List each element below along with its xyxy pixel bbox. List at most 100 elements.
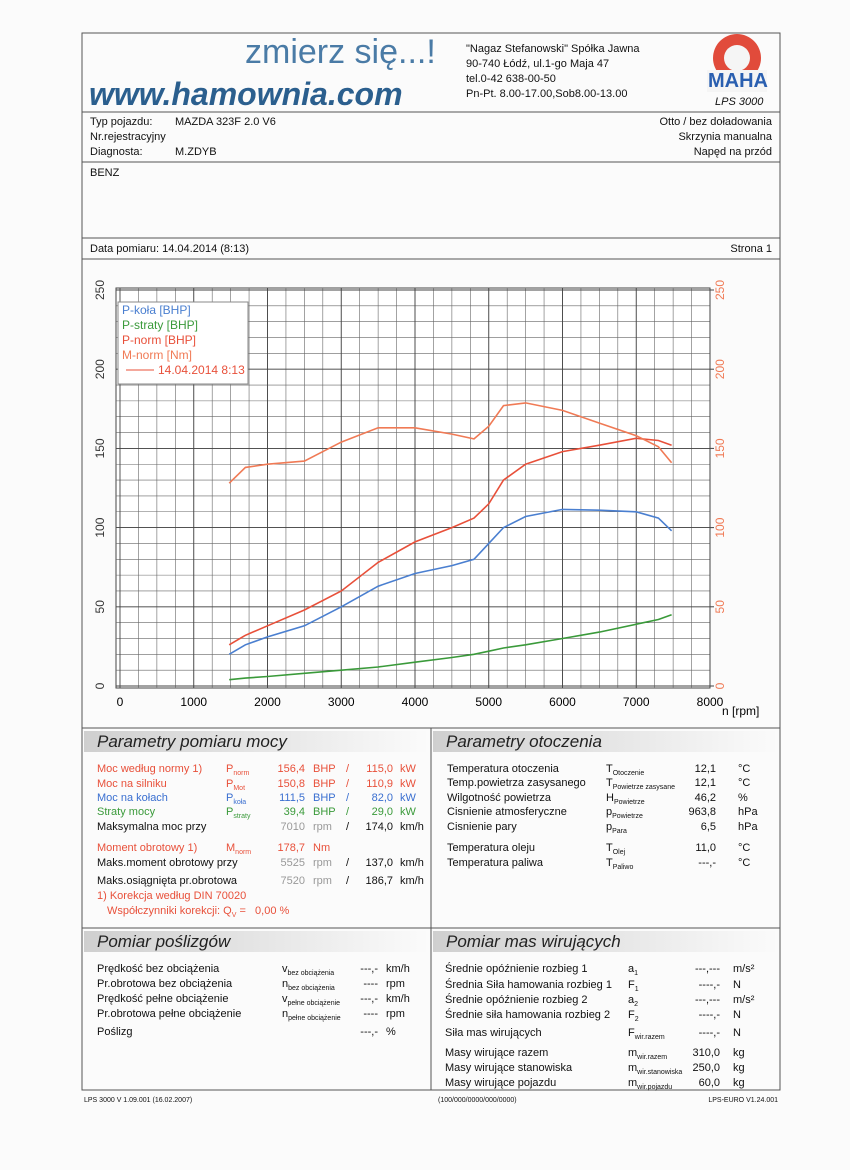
cell-unit: °C [738, 763, 751, 775]
symbol-main: F [628, 1027, 635, 1039]
symbol: a2 [628, 994, 638, 1008]
series-line [228, 402, 673, 484]
cell-u1: rpm [313, 821, 332, 833]
cell-unit: km/h [386, 993, 410, 1005]
cell-u2: km/h [400, 875, 424, 887]
cell-unit: % [738, 792, 748, 804]
symbol-main: m [628, 1062, 638, 1074]
symbol-main: v [282, 963, 288, 975]
symbol-main: p [606, 806, 613, 818]
symbol-sub: wir.pojazdu [637, 1084, 673, 1091]
cell-label: Prędkość pełne obciążenie [97, 993, 229, 1005]
cell-value: ----,- [698, 1027, 720, 1039]
symbol: TPaliwo [606, 857, 633, 871]
cell-unit: N [733, 1009, 741, 1021]
field-value: M.ZDYB [175, 146, 217, 158]
cell-label: Moc na kołach [97, 792, 168, 804]
cell-u1: rpm [313, 875, 332, 887]
cell-label: Moment obrotowy 1) [97, 842, 198, 854]
symbol-sub: 1 [634, 986, 639, 993]
symbol: pPara [606, 821, 627, 835]
cell-u2: kW [400, 763, 416, 775]
symbol-sub: Mot [233, 785, 246, 792]
y2-tick-label: 0 [713, 682, 727, 689]
legend-entry: P-norm [BHP] [122, 333, 196, 347]
footnote-text: Współczynniki korekcji: Q [107, 905, 232, 917]
cell-v1: 178,7 [277, 842, 305, 854]
legend-note: 14.04.2014 8:13 [158, 363, 245, 377]
footer: LPS-EURO V1.24.001 [708, 1097, 778, 1104]
cell-unit: °C [738, 842, 751, 854]
cell-unit: hPa [738, 806, 758, 818]
legend-entry: M-norm [Nm] [122, 348, 192, 362]
cell-label: Moc na silniku [97, 778, 167, 790]
cell-value: ----,- [698, 1009, 720, 1021]
cell-unit: rpm [386, 1008, 405, 1020]
symbol: Pstraty [226, 806, 250, 820]
symbol: F1 [628, 979, 639, 993]
page-number: Strona 1 [730, 243, 772, 255]
legend-entry: P-koła [BHP] [122, 303, 191, 317]
symbol: Fwir.razem [628, 1027, 665, 1041]
field-label: Nr.rejestracyjny [90, 131, 166, 143]
y2-tick-label: 100 [713, 517, 727, 537]
cell-u2: km/h [400, 821, 424, 833]
cell-v2: 115,0 [366, 763, 393, 775]
cell-v1: 7520 [280, 875, 305, 887]
cell-value: 6,5 [700, 821, 716, 833]
symbol-sub: bez obciążenia [287, 970, 335, 977]
chart: 0 1000 2000 3000 4000 5000 6000 7000 80000501001… [93, 280, 759, 718]
cell-unit: kg [733, 1047, 745, 1059]
website: www.hamownia.com [89, 76, 403, 112]
x-tick-label: 8000 [697, 695, 724, 709]
cell-sep: / [346, 875, 350, 887]
y-tick-label: 50 [93, 600, 107, 614]
symbol-main: a [628, 994, 635, 1006]
cell-unit: % [386, 1026, 396, 1038]
footer: (100/000/0000/000/0000) [438, 1097, 517, 1104]
symbol-sub: Otoczenie [612, 770, 645, 777]
symbol-main: P [226, 806, 234, 818]
cell-v1: 156,4 [277, 763, 305, 775]
symbol: a1 [628, 963, 638, 977]
y-tick-label: 0 [93, 682, 107, 689]
symbol-main: n [282, 978, 289, 990]
cell-label: Średnie opóźnienie rozbieg 2 [445, 994, 588, 1006]
cell-label: Masy wirujące stanowiska [445, 1062, 573, 1074]
company-line: 90-740 Łódź, ul.1-go Maja 47 [466, 58, 610, 70]
symbol-main: P [226, 763, 234, 775]
x-tick-label: 4000 [402, 695, 429, 709]
cell-value: 12,1 [694, 777, 716, 789]
symbol-main: m [628, 1077, 638, 1089]
cell-value: ---,--- [694, 963, 720, 975]
section-title: Pomiar poślizgów [97, 932, 231, 951]
symbol-main: T [606, 842, 613, 854]
symbol-main: H [606, 792, 614, 804]
vehicle-info: Otto / bez doładowania [659, 116, 772, 128]
cell-label: Temperatura oleju [447, 842, 536, 854]
symbol: TOlej [606, 842, 625, 856]
vehicle-info: Skrzynia manualna [678, 131, 772, 143]
symbol-sub: 1 [634, 970, 639, 977]
cell-v2: 29,0 [371, 806, 393, 818]
symbol: npełne obciążenie [282, 1008, 341, 1022]
cell-unit: m/s² [733, 963, 755, 975]
cell-sep: / [346, 821, 350, 833]
symbol-sub: Paliwo [612, 864, 634, 871]
cell-label: Prędkość bez obciążenia [97, 963, 220, 975]
cell-value: ----,- [698, 979, 720, 991]
cell-v1: 39,4 [283, 806, 305, 818]
x-axis-label: n [rpm] [722, 704, 759, 718]
symbol: vpełne obciążenie [282, 993, 340, 1007]
product: LPS 3000 [715, 96, 764, 108]
symbol: HPowietrze [606, 792, 645, 806]
symbol-sub: Para [612, 828, 627, 835]
cell-value: ---- [363, 1008, 378, 1020]
cell-value: 11,0 [695, 842, 716, 854]
cell-label: Pr.obrotowa bez obciążenia [97, 978, 233, 990]
symbol: mwir.pojazdu [628, 1077, 672, 1091]
symbol-sub: pełne obciążenie [287, 1000, 341, 1007]
symbol-sub: wir.razem [634, 1034, 665, 1041]
cell-label: Temperatura otoczenia [447, 763, 559, 775]
cell-unit: N [733, 1027, 741, 1039]
